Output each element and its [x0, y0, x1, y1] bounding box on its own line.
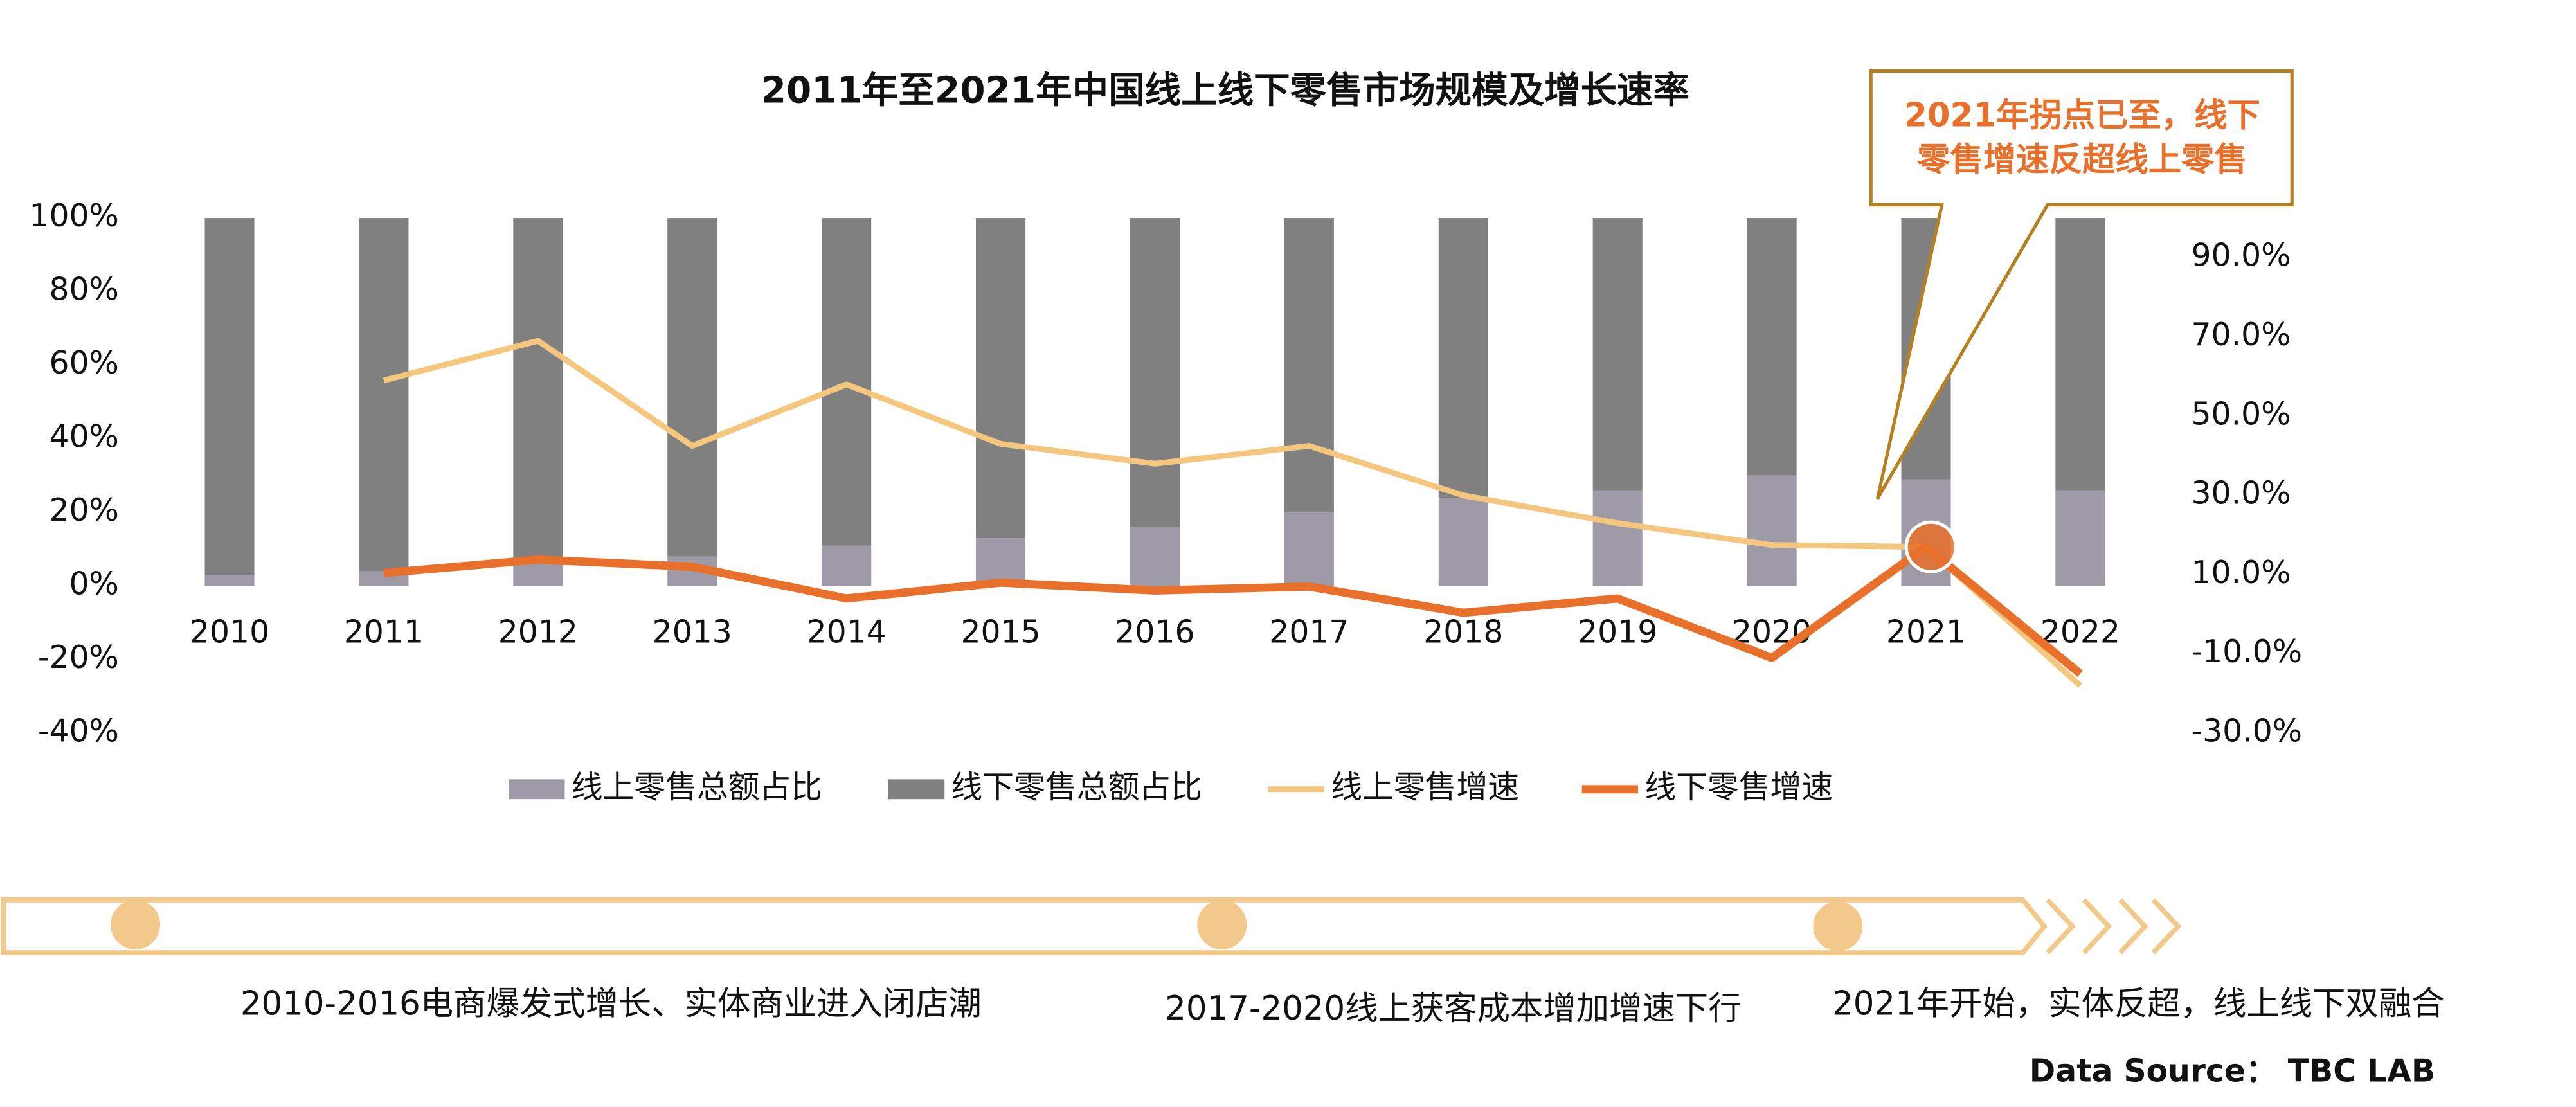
y2-tick-label: -10.0%: [2192, 633, 2303, 670]
bar: [1284, 512, 1334, 586]
y-tick-label: 100%: [29, 197, 119, 234]
line: [383, 338, 2082, 688]
x-tick-label: 2021: [1886, 613, 1966, 650]
y2-tick-label: 90.0%: [2192, 237, 2291, 274]
bar: [204, 218, 255, 575]
legend-label: 线上零售增速: [1331, 769, 1519, 806]
y-tick-label: 40%: [49, 419, 118, 455]
timeline-label: 2021年开始，实体反超，线上线下双融合: [1832, 984, 2444, 1023]
bar: [1747, 218, 1797, 476]
bar: [822, 545, 872, 586]
bar: [359, 218, 409, 572]
y-tick-label: 0%: [69, 565, 119, 602]
x-tick-label: 2010: [190, 613, 269, 650]
bar: [2055, 218, 2105, 491]
x-tick-label: 2022: [2040, 613, 2120, 650]
x-tick-label: 2017: [1269, 613, 1349, 650]
line: [383, 543, 2083, 677]
y2-tick-label: 30.0%: [2192, 475, 2291, 512]
legend-swatch: [509, 779, 565, 800]
y2-tick-label: 10.0%: [2192, 554, 2291, 591]
legend-label: 线上零售总额占比: [572, 769, 822, 806]
x-tick-label: 2015: [960, 613, 1040, 650]
bar: [1130, 526, 1180, 586]
bar: [976, 218, 1026, 539]
bar: [513, 218, 563, 564]
y2-tick-label: 70.0%: [2192, 316, 2291, 353]
milestone: [111, 899, 161, 950]
bar: [513, 564, 563, 586]
milestone: [1197, 899, 1247, 950]
timeline-label: 2010-2016电商爆发式增长、实体商业进入闭店潮: [240, 984, 982, 1023]
bar: [1592, 490, 1643, 586]
y2-tick-label: -30.0%: [2192, 712, 2303, 749]
x-tick-label: 2013: [653, 613, 732, 650]
bar: [1130, 218, 1180, 527]
source: Data Source： TBC LAB: [2030, 1053, 2435, 1090]
bar: [204, 575, 255, 586]
bar: [976, 538, 1026, 586]
legend-label: 线下零售总额占比: [951, 769, 1202, 806]
bar: [1284, 218, 1334, 513]
bar: [1438, 498, 1488, 586]
y-tick-label: -40%: [38, 712, 119, 749]
legend-label: 线下零售增速: [1644, 769, 1833, 806]
legend-swatch: [888, 779, 945, 800]
callout: [1869, 69, 2294, 500]
x-tick-label: 2019: [1578, 613, 1657, 650]
y-tick-label: 80%: [49, 271, 118, 308]
bar: [1592, 218, 1643, 491]
chart-title: 2011年至2021年中国线上线下零售市场规模及增长速率: [761, 69, 1690, 111]
milestone: [1813, 901, 1863, 951]
y-tick-label: 60%: [49, 345, 118, 381]
bar: [667, 218, 717, 557]
x-tick-label: 2011: [344, 613, 424, 650]
y2-tick-label: 50.0%: [2192, 395, 2291, 432]
bar: [2055, 490, 2105, 586]
highlight: [1904, 520, 1958, 573]
timeline-arrow: [1, 897, 2048, 955]
chevrons: [2046, 898, 2182, 955]
annotation: 2021年拐点已至，线下: [1904, 96, 2260, 134]
x-tick-label: 2016: [1115, 613, 1194, 650]
timeline: 2010-2016电商爆发式增长、实体商业进入闭店潮 2017-2020线上获客…: [1, 897, 2445, 1028]
bar: [1438, 218, 1488, 498]
timeline-label: 2017-2020线上获客成本增加增速下行: [1165, 989, 1741, 1028]
y-tick-label: 20%: [49, 492, 118, 528]
bar: [1747, 475, 1797, 586]
x-tick-label: 2014: [807, 613, 887, 650]
y-tick-label: -20%: [38, 639, 119, 676]
x-tick-label: 2012: [498, 613, 578, 650]
x-tick-label: 2018: [1423, 613, 1503, 650]
annotation: 零售增速反超线上零售: [1917, 141, 2247, 179]
